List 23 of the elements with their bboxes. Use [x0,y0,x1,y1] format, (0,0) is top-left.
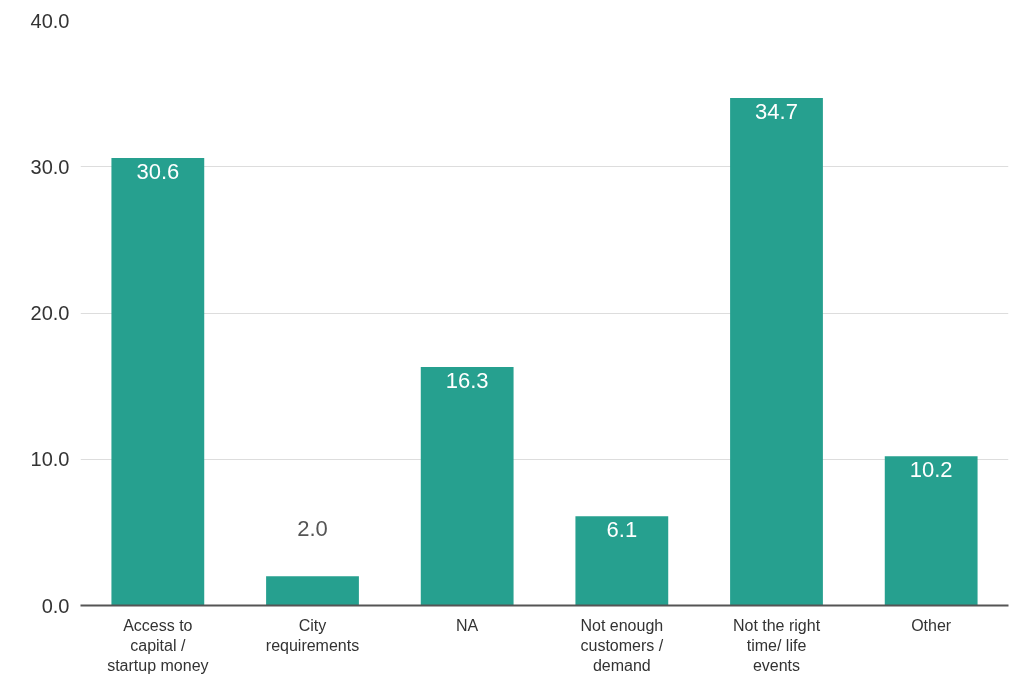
data-label: 6.1 [606,517,638,543]
y-tick-label: 40.0 [30,9,70,32]
y-tick-label: 10.0 [30,448,70,471]
bar [884,456,978,606]
data-label: 10.2 [909,457,953,483]
data-label: 16.3 [445,368,489,394]
x-tick-label: Access to capital / startup money [107,616,209,675]
bar [111,157,205,606]
y-tick-label: 20.0 [30,302,70,324]
data-label: 30.6 [136,158,180,184]
y-tick-label: 0.0 [41,594,70,617]
x-tick-label: Not the right time/ life events [732,616,821,675]
data-label: 2.0 [297,516,328,542]
data-label: 34.7 [755,99,798,125]
y-tick-label: 30.0 [30,155,70,178]
x-tick-label: NA [456,616,479,634]
x-tick-label: Not enough customers / demand [580,616,664,675]
bar [420,367,514,606]
x-tick-label: City requirements [265,616,360,654]
bar [730,98,823,606]
x-tick-label: Other [911,616,952,634]
bar [575,516,669,606]
bar [266,576,359,606]
